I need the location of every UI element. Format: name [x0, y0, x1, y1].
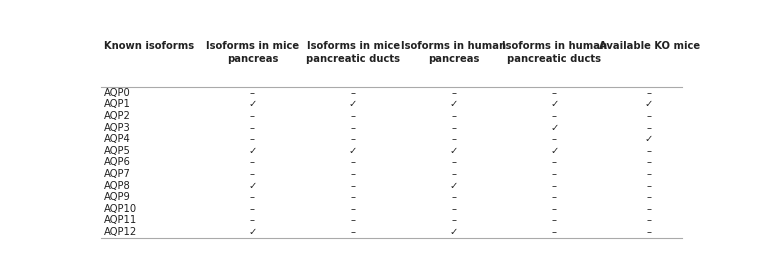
- Text: –: –: [452, 123, 456, 133]
- Text: ✓: ✓: [248, 146, 257, 156]
- Text: –: –: [452, 192, 456, 202]
- Text: AQP11: AQP11: [105, 215, 138, 225]
- Text: –: –: [646, 169, 652, 179]
- Text: AQP0: AQP0: [105, 88, 131, 98]
- Text: AQP4: AQP4: [105, 134, 131, 144]
- Text: Isoforms in mice
pancreas: Isoforms in mice pancreas: [206, 41, 299, 64]
- Text: –: –: [351, 192, 355, 202]
- Text: –: –: [646, 157, 652, 168]
- Text: –: –: [250, 111, 255, 121]
- Text: ✓: ✓: [645, 100, 653, 110]
- Text: AQP8: AQP8: [105, 181, 131, 191]
- Text: –: –: [250, 204, 255, 214]
- Text: AQP7: AQP7: [105, 169, 131, 179]
- Text: –: –: [351, 169, 355, 179]
- Text: –: –: [250, 169, 255, 179]
- Text: –: –: [452, 111, 456, 121]
- Text: –: –: [351, 111, 355, 121]
- Text: ✓: ✓: [550, 146, 558, 156]
- Text: –: –: [452, 169, 456, 179]
- Text: ✓: ✓: [349, 146, 358, 156]
- Text: –: –: [552, 215, 557, 225]
- Text: –: –: [646, 227, 652, 237]
- Text: –: –: [552, 192, 557, 202]
- Text: –: –: [552, 204, 557, 214]
- Text: –: –: [452, 134, 456, 144]
- Text: –: –: [452, 157, 456, 168]
- Text: –: –: [552, 88, 557, 98]
- Text: –: –: [351, 227, 355, 237]
- Text: –: –: [646, 181, 652, 191]
- Text: –: –: [646, 88, 652, 98]
- Text: AQP2: AQP2: [105, 111, 131, 121]
- Text: –: –: [250, 192, 255, 202]
- Text: –: –: [250, 134, 255, 144]
- Text: Known isoforms: Known isoforms: [105, 41, 195, 51]
- Text: Isoforms in human
pancreas: Isoforms in human pancreas: [401, 41, 507, 64]
- Text: ✓: ✓: [550, 123, 558, 133]
- Text: –: –: [351, 134, 355, 144]
- Text: –: –: [552, 181, 557, 191]
- Text: –: –: [646, 146, 652, 156]
- Text: ✓: ✓: [248, 100, 257, 110]
- Text: –: –: [351, 215, 355, 225]
- Text: ✓: ✓: [349, 100, 358, 110]
- Text: –: –: [250, 215, 255, 225]
- Text: –: –: [552, 134, 557, 144]
- Text: –: –: [351, 123, 355, 133]
- Text: –: –: [646, 123, 652, 133]
- Text: –: –: [452, 215, 456, 225]
- Text: –: –: [452, 88, 456, 98]
- Text: –: –: [552, 111, 557, 121]
- Text: ✓: ✓: [449, 227, 458, 237]
- Text: –: –: [552, 157, 557, 168]
- Text: AQP5: AQP5: [105, 146, 131, 156]
- Text: –: –: [351, 204, 355, 214]
- Text: Isoforms in human
pancreatic ducts: Isoforms in human pancreatic ducts: [502, 41, 607, 64]
- Text: AQP12: AQP12: [105, 227, 138, 237]
- Text: ✓: ✓: [449, 100, 458, 110]
- Text: –: –: [552, 227, 557, 237]
- Text: Isoforms in mice
pancreatic ducts: Isoforms in mice pancreatic ducts: [306, 41, 400, 64]
- Text: –: –: [552, 169, 557, 179]
- Text: –: –: [646, 215, 652, 225]
- Text: ✓: ✓: [449, 181, 458, 191]
- Text: –: –: [646, 204, 652, 214]
- Text: –: –: [351, 157, 355, 168]
- Text: –: –: [250, 88, 255, 98]
- Text: ✓: ✓: [248, 227, 257, 237]
- Text: –: –: [351, 181, 355, 191]
- Text: –: –: [250, 123, 255, 133]
- Text: ✓: ✓: [550, 100, 558, 110]
- Text: –: –: [452, 204, 456, 214]
- Text: AQP3: AQP3: [105, 123, 131, 133]
- Text: ✓: ✓: [449, 146, 458, 156]
- Text: AQP9: AQP9: [105, 192, 131, 202]
- Text: –: –: [646, 192, 652, 202]
- Text: –: –: [351, 88, 355, 98]
- Text: Available KO mice: Available KO mice: [598, 41, 700, 51]
- Text: AQP1: AQP1: [105, 100, 131, 110]
- Text: AQP6: AQP6: [105, 157, 131, 168]
- Text: AQP10: AQP10: [105, 204, 138, 214]
- Text: ✓: ✓: [248, 181, 257, 191]
- Text: –: –: [250, 157, 255, 168]
- Text: ✓: ✓: [645, 134, 653, 144]
- Text: –: –: [646, 111, 652, 121]
